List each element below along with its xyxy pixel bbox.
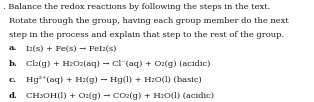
Text: Hg²⁺(aq) + H₂(g) → Hg(l) + H₂O(l) (basic): Hg²⁺(aq) + H₂(g) → Hg(l) + H₂O(l) (basic… [26, 76, 202, 84]
Text: Cl₂(g) + H₂O₂(aq) → Cl⁻(aq) + O₂(g) (acidic): Cl₂(g) + H₂O₂(aq) → Cl⁻(aq) + O₂(g) (aci… [26, 60, 210, 68]
Text: c.: c. [9, 76, 17, 84]
Text: I₂(s) + Fe(s) → FeI₂(s): I₂(s) + Fe(s) → FeI₂(s) [26, 44, 116, 52]
Text: a.: a. [9, 44, 17, 52]
Text: b.: b. [9, 60, 18, 68]
Text: d.: d. [9, 92, 18, 100]
Text: Rotate through the group, having each group member do the next: Rotate through the group, having each gr… [9, 17, 289, 25]
Text: step in the process and explain that step to the rest of the group.: step in the process and explain that ste… [9, 31, 284, 39]
Text: CH₃OH(l) + O₂(g) → CO₂(g) + H₂O(l) (acidic): CH₃OH(l) + O₂(g) → CO₂(g) + H₂O(l) (acid… [26, 92, 214, 100]
Text: . Balance the redox reactions by following the steps in the text.: . Balance the redox reactions by followi… [3, 3, 270, 11]
